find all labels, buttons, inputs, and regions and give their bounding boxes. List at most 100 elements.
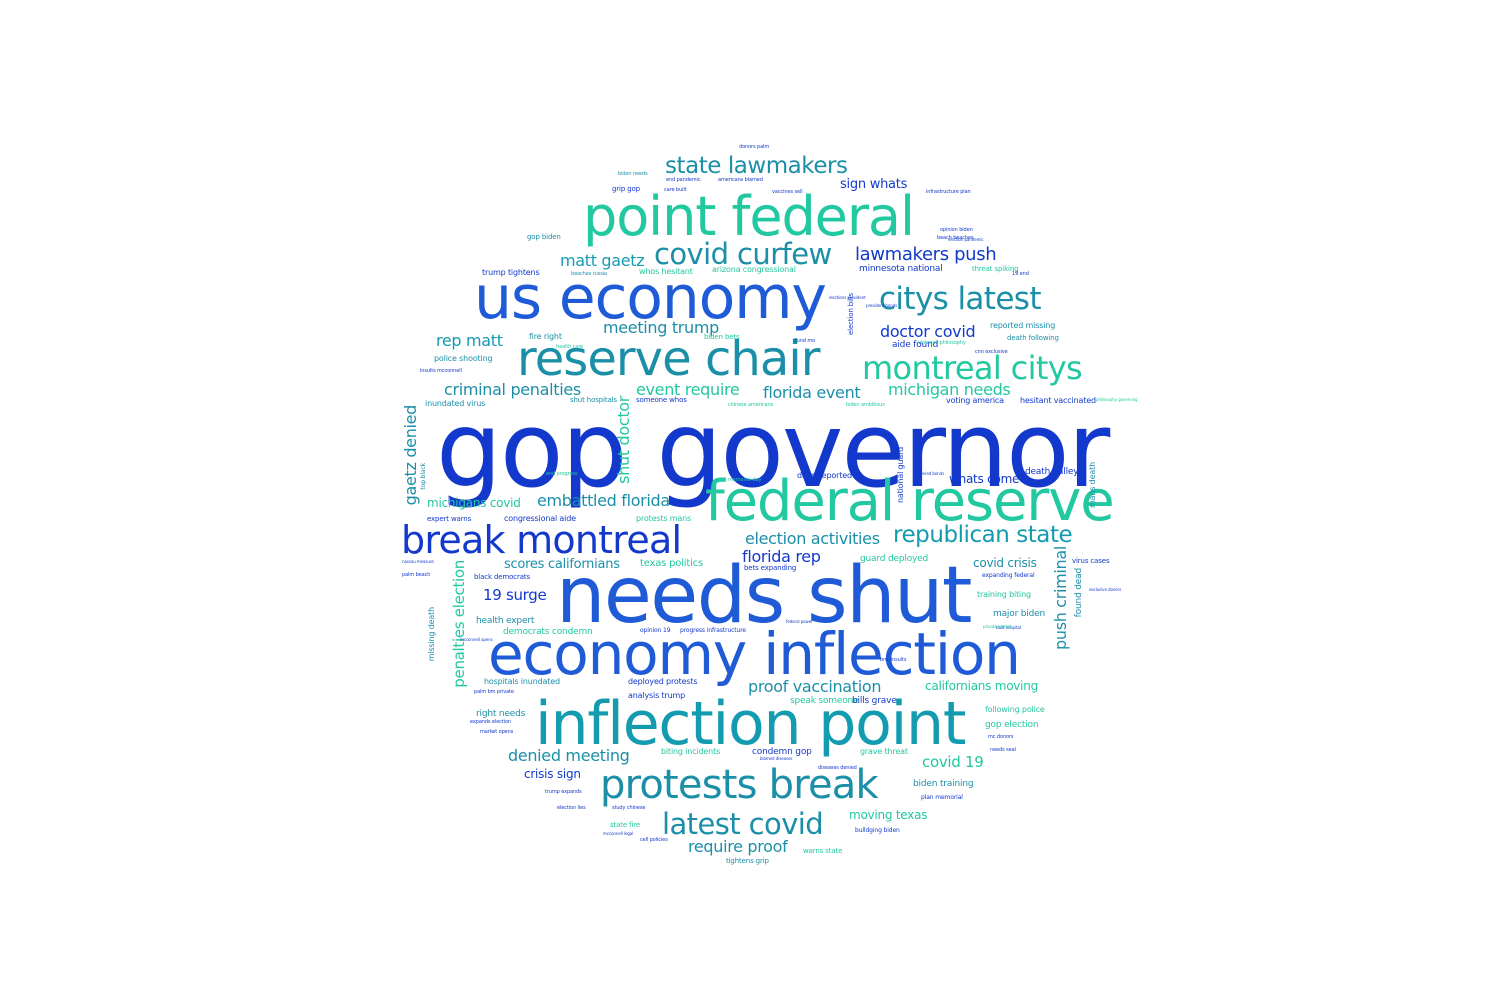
- word-end-pandemic: end pandemic: [666, 177, 701, 183]
- word-biden-needs: biden needs: [618, 171, 648, 177]
- word-biden-training: biden training: [913, 779, 974, 789]
- word-require-proof: require proof: [688, 837, 788, 856]
- word-fire-right: fire right: [529, 332, 562, 341]
- word-mcconnell-legal: mcconnell legal: [603, 831, 634, 836]
- word-death-valley: death valley: [1025, 467, 1079, 477]
- word-bills-grave: bills grave: [852, 696, 897, 706]
- word-federal-reserve: federal reserve: [705, 469, 1115, 534]
- word-proof-vaccination: proof vaccination: [748, 677, 882, 696]
- word-us-economy: us economy: [474, 263, 827, 333]
- word-michigans-covid: michigans covid: [427, 496, 521, 510]
- word-embattled-florida: embattled florida: [537, 491, 670, 510]
- word-protests-break: protests break: [600, 762, 879, 808]
- word-arizona-congressional: arizona congressional: [712, 265, 796, 274]
- word-speak-someone: speak someone: [790, 696, 859, 706]
- word-exclusive-donors: exclusive donors: [1089, 587, 1122, 592]
- word-chinese-americans: chinese americans: [728, 402, 774, 408]
- word-montreal-citys: montreal citys: [862, 349, 1083, 387]
- word-state-fire: state fire: [610, 821, 640, 829]
- word-progress-infrastructure: progress infrastructure: [680, 627, 747, 634]
- word-lawmakers-push: lawmakers push: [855, 244, 997, 265]
- word-inflection-point: inflection point: [535, 689, 966, 759]
- word-violence-philosophy: violence philosophy: [918, 340, 966, 346]
- word-someone-whos: someone whos: [636, 396, 687, 404]
- word-vaccines-sell: vaccines sell: [772, 189, 803, 195]
- word-palm-bm-private: palm bm private: [474, 689, 514, 695]
- word-death-following: death following: [1007, 334, 1059, 342]
- word-bets-expanding: bets expanding: [744, 564, 797, 572]
- word-economy-inflection: economy inflection: [488, 620, 1021, 688]
- word-blamed-diseases: blamed diseases: [760, 756, 793, 761]
- word-needs-seal: needs seal: [990, 747, 1016, 753]
- word-built-hospital: built hospital: [996, 625, 1021, 630]
- word-republican-state: republican state: [893, 522, 1073, 548]
- word-florida-event: florida event: [763, 383, 861, 402]
- word-rep-matt: rep matt: [436, 331, 503, 350]
- word-deployed-protests: deployed protests: [628, 677, 698, 686]
- word-reserve-chair: reserve chair: [517, 331, 820, 387]
- word-study-chinese: study chinese: [612, 805, 646, 811]
- word-californians-moving: californians moving: [925, 679, 1039, 693]
- word-president-bonds: president bonds: [866, 303, 898, 308]
- word-major-biden: major biden: [993, 609, 1046, 619]
- word-fund-mo: fund mo: [795, 338, 816, 344]
- word-event-require: event require: [636, 380, 740, 399]
- word-guard-deployed: guard deployed: [860, 554, 929, 564]
- word-gop-biden: gop biden: [527, 233, 561, 241]
- word-federal-power: federal power: [786, 619, 813, 624]
- word-election-lies: election lies: [557, 805, 586, 811]
- word-beaches-russia: beaches russia: [571, 271, 607, 277]
- word-mcconnell-opens: mcconnell opens: [460, 637, 493, 642]
- word-denied-bonds: denied bonds: [918, 471, 945, 476]
- word-grip-gop: grip gop: [612, 185, 640, 193]
- word-cell-policies: cell policies: [640, 837, 668, 843]
- word-condemn-gop: condemn gop: [752, 747, 812, 757]
- word-crisis-sign: crisis sign: [524, 767, 581, 781]
- word-covid-19: covid 19: [922, 753, 984, 771]
- word-expert-warns: expert warns: [427, 515, 472, 523]
- word-dead-reported: dead reported: [797, 471, 852, 480]
- word-covid-curfew: covid curfew: [654, 237, 832, 271]
- word-philosophy-governing: philosophy governing: [1096, 397, 1138, 402]
- word-shut-hospitals: shut hospitals: [570, 396, 617, 404]
- word-matt-gaetz: matt gaetz: [560, 251, 645, 270]
- word-latest-covid: latest covid: [662, 807, 824, 841]
- word-following-police: following police: [985, 705, 1045, 714]
- word-19-surge: 19 surge: [483, 586, 547, 604]
- word-state-lawmakers: state lawmakers: [665, 153, 848, 179]
- word-nassau-measure: nassau measure: [402, 559, 434, 564]
- word-whats-come: whats come: [949, 472, 1020, 486]
- word-trump-expands: trump expands: [545, 789, 582, 795]
- word-push-criminal: push criminal: [1051, 546, 1070, 650]
- word-opinion-biden: opinion biden: [940, 227, 973, 233]
- word-moving-texas: moving texas: [849, 808, 928, 822]
- word-market-opens: market opens: [480, 729, 514, 735]
- word-analysis-trump: analysis trump: [628, 691, 686, 700]
- word-shut-doctor: shut doctor: [614, 396, 633, 484]
- word-reported-missing: reported missing: [990, 321, 1056, 330]
- word-congressional-aide: congressional aide: [504, 514, 576, 523]
- word-hospitals-inundated: hospitals inundated: [484, 677, 560, 686]
- word-health-care: health care: [556, 344, 584, 350]
- word-penalties-election: penalties election: [450, 560, 468, 688]
- word-19-end: 19 end: [1012, 271, 1029, 277]
- word-missing-death: missing death: [427, 607, 436, 662]
- word-diseases-denied: diseases denied: [818, 765, 857, 771]
- word-doctor-covid: doctor covid: [880, 322, 976, 341]
- word-expanding-federal: expanding federal: [982, 572, 1035, 579]
- word-denied-meeting: denied meeting: [508, 746, 630, 765]
- word-biden-ambitious: biden ambitious: [846, 402, 885, 408]
- word-insults-mcconnell: insults mcconnell: [420, 368, 462, 374]
- word-michigan-needs: michigan needs: [888, 380, 1011, 399]
- word-whos-hesitant: whos hesitant: [639, 267, 693, 276]
- word-protests-mans: protests mans: [636, 514, 692, 523]
- word-beach-beaches: beach beaches: [937, 235, 974, 241]
- word-voting-america: voting america: [946, 396, 1004, 405]
- word-threat-spiking: threat spiking: [972, 265, 1019, 273]
- word-grave-threat: grave threat: [860, 747, 908, 756]
- word-top-black: top black: [420, 463, 427, 490]
- word-right-needs: right needs: [476, 709, 526, 719]
- word-americans-blamed: americans blamed: [718, 177, 763, 183]
- word-plan-memorial: plan memorial: [921, 794, 963, 801]
